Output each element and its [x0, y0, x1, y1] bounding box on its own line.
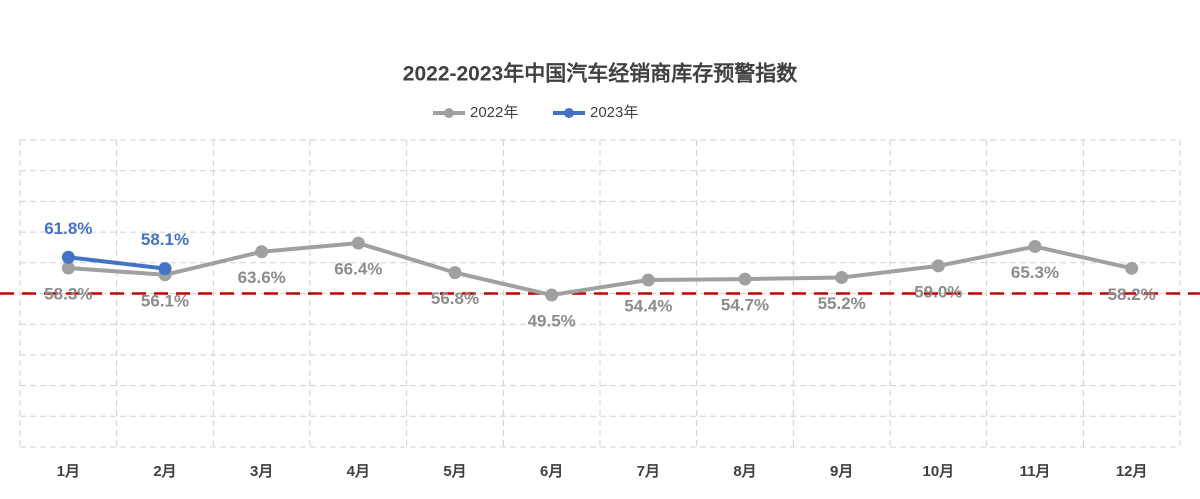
legend-label: 2022年 [470, 104, 518, 121]
x-tick-label: 4月 [347, 463, 370, 480]
data-point [1125, 261, 1139, 275]
x-tick-label: 10月 [922, 463, 954, 480]
data-label: 58.3% [44, 285, 92, 304]
data-label: 56.1% [141, 291, 189, 310]
data-label: 49.5% [528, 312, 576, 331]
data-point [61, 250, 75, 264]
data-point [1028, 240, 1042, 254]
data-point [448, 266, 462, 280]
x-tick-label: 8月 [733, 463, 756, 480]
data-label: 56.8% [431, 289, 479, 308]
data-point [738, 272, 752, 286]
data-label: 58.2% [1108, 285, 1156, 304]
series-line [68, 255, 166, 271]
data-label: 58.1% [141, 230, 189, 249]
data-label: 59.0% [914, 282, 962, 301]
x-tick-label: 2月 [153, 463, 176, 480]
chart-title: 2022-2023年中国汽车经销商库存预警指数 [403, 62, 798, 86]
data-point [158, 262, 172, 276]
data-label: 55.2% [818, 294, 866, 313]
x-tick-label: 9月 [830, 463, 853, 480]
data-point [641, 273, 655, 287]
x-tick-label: 5月 [443, 463, 466, 480]
legend-marker [444, 108, 454, 118]
x-tick-label: 12月 [1116, 463, 1148, 480]
data-point [931, 259, 945, 273]
data-point [545, 288, 559, 302]
data-point [835, 271, 849, 285]
data-label: 54.7% [721, 296, 769, 315]
data-label: 65.3% [1011, 263, 1059, 282]
x-tick-label: 6月 [540, 463, 563, 480]
data-label: 66.4% [334, 260, 382, 279]
data-label: 54.4% [624, 296, 672, 315]
x-tick-label: 7月 [637, 463, 660, 480]
x-tick-label: 11月 [1020, 463, 1051, 480]
x-tick-label: 1月 [57, 463, 80, 480]
x-tick-label: 3月 [250, 463, 273, 480]
legend-label: 2023年 [590, 104, 638, 121]
data-point [351, 236, 365, 250]
series-line [68, 241, 1133, 298]
legend-marker [564, 108, 574, 118]
data-label: 63.6% [238, 268, 286, 287]
data-label: 61.8% [44, 219, 92, 238]
data-point [255, 245, 269, 259]
data-point [61, 261, 75, 275]
